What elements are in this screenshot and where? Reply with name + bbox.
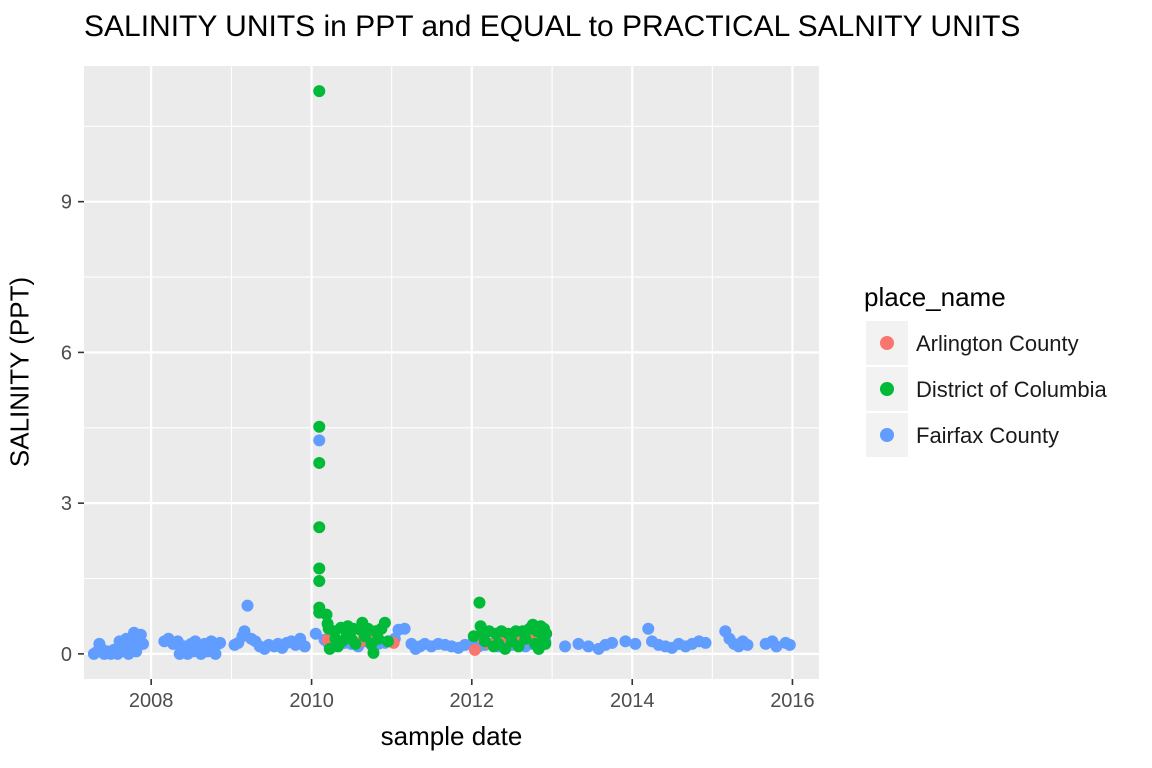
- data-point: [134, 628, 147, 641]
- data-point: [298, 640, 311, 653]
- axes: 2008 2010 2012 2014 2016 0 3 6 9: [61, 192, 815, 712]
- y-tick-label: 6: [61, 342, 72, 364]
- data-point: [214, 636, 227, 649]
- data-point: [642, 622, 655, 635]
- data-point: [313, 521, 326, 534]
- data-point: [519, 632, 532, 645]
- data-point: [209, 647, 222, 660]
- data-point: [398, 622, 411, 635]
- x-tick-label: 2012: [450, 690, 495, 712]
- data-point: [699, 636, 712, 649]
- legend-title: place_name: [864, 282, 1006, 312]
- data-point: [629, 637, 642, 650]
- data-point: [606, 636, 619, 649]
- legend-dot-icon: [880, 428, 894, 442]
- x-axis-label: sample date: [380, 721, 523, 751]
- plot-panel: [84, 66, 819, 679]
- data-point: [320, 608, 333, 621]
- data-point: [137, 637, 150, 650]
- x-tick-label: 2016: [770, 690, 815, 712]
- y-tick-label: 9: [61, 192, 72, 214]
- data-point: [619, 635, 632, 648]
- data-point: [467, 630, 480, 643]
- legend-key: [866, 367, 908, 411]
- legend-label: Fairfax County: [916, 423, 1060, 448]
- grid-minor: [84, 66, 819, 679]
- data-point: [381, 635, 394, 648]
- data-point: [539, 637, 552, 650]
- data-point: [313, 85, 326, 98]
- y-tick-label: 0: [61, 644, 72, 666]
- data-point: [367, 646, 380, 659]
- data-points: [87, 85, 796, 660]
- data-point: [372, 632, 385, 645]
- data-point: [378, 616, 391, 629]
- legend-label: Arlington County: [916, 331, 1079, 356]
- data-point: [313, 456, 326, 469]
- data-point: [478, 635, 491, 648]
- legend-key: [866, 413, 908, 457]
- data-point: [572, 637, 585, 650]
- x-tick-label: 2008: [129, 690, 174, 712]
- data-point: [313, 562, 326, 575]
- data-point: [313, 434, 326, 447]
- legend-key: [866, 321, 908, 365]
- data-point: [582, 640, 595, 653]
- data-point: [313, 420, 326, 433]
- y-tick-label: 3: [61, 493, 72, 515]
- data-point: [309, 627, 322, 640]
- data-point: [741, 638, 754, 651]
- data-point: [540, 627, 553, 640]
- y-axis-label: SALINITY (PPT): [4, 276, 35, 468]
- data-point: [783, 638, 796, 651]
- grid-major: [84, 66, 819, 679]
- legend-dot-icon: [880, 382, 894, 396]
- legend-label: District of Columbia: [916, 377, 1107, 402]
- legend-dot-icon: [880, 336, 894, 350]
- x-tick-label: 2014: [610, 690, 655, 712]
- data-point: [313, 575, 326, 588]
- data-point: [473, 596, 486, 609]
- data-point: [241, 599, 254, 612]
- x-tick-label: 2010: [289, 690, 334, 712]
- data-point: [468, 643, 481, 656]
- chart-title: SALINITY UNITS in PPT and EQUAL to PRACT…: [84, 10, 1021, 43]
- data-point: [559, 640, 572, 653]
- data-point: [770, 640, 783, 653]
- data-point: [349, 637, 362, 650]
